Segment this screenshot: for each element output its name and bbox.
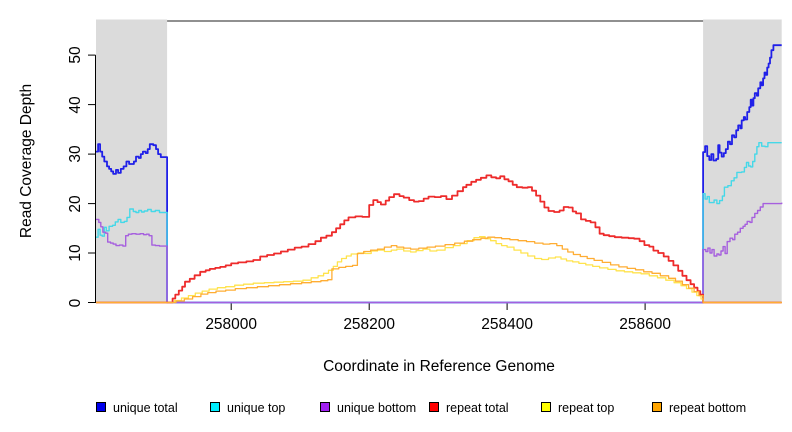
- x-tick-label: 258600: [619, 316, 671, 333]
- y-tick-label: 50: [67, 46, 84, 64]
- series-line-unique-total: [96, 44, 782, 304]
- legend-label: unique total: [113, 401, 178, 415]
- shaded-region-1: [96, 19, 168, 303]
- y-axis-title: Read Coverage Depth: [18, 83, 35, 239]
- legend-label: repeat top: [558, 401, 615, 415]
- series-line-repeat-top: [96, 236, 782, 304]
- legend-label: repeat total: [446, 401, 509, 415]
- legend-label: unique top: [227, 401, 286, 415]
- y-tick-label: 30: [67, 145, 84, 163]
- series-line-repeat-bottom: [96, 236, 782, 304]
- legend-swatch-unique-top: [210, 402, 220, 412]
- x-axis-title: Coordinate in Reference Genome: [323, 358, 555, 375]
- y-tick-label: 10: [67, 244, 84, 262]
- legend-swatch-repeat-bottom: [652, 402, 662, 412]
- y-tick-label: 0: [67, 298, 84, 307]
- legend-label: repeat bottom: [669, 401, 747, 415]
- legend-swatch-repeat-total: [429, 402, 439, 412]
- y-tick-label: 20: [67, 194, 84, 213]
- series-line-unique-bottom: [96, 202, 783, 304]
- legend-swatch-unique-bottom: [320, 402, 330, 412]
- x-tick-label: 258200: [343, 316, 396, 333]
- x-tick-label: 258400: [481, 316, 533, 333]
- x-tick-label: 258000: [205, 316, 258, 333]
- legend-swatch-repeat-top: [541, 402, 551, 412]
- series-line-repeat-total: [96, 174, 782, 304]
- legend-label: unique bottom: [337, 401, 417, 415]
- series-line-unique-top: [96, 142, 782, 304]
- y-tick-label: 40: [67, 95, 84, 114]
- legend-swatch-unique-total: [96, 402, 106, 412]
